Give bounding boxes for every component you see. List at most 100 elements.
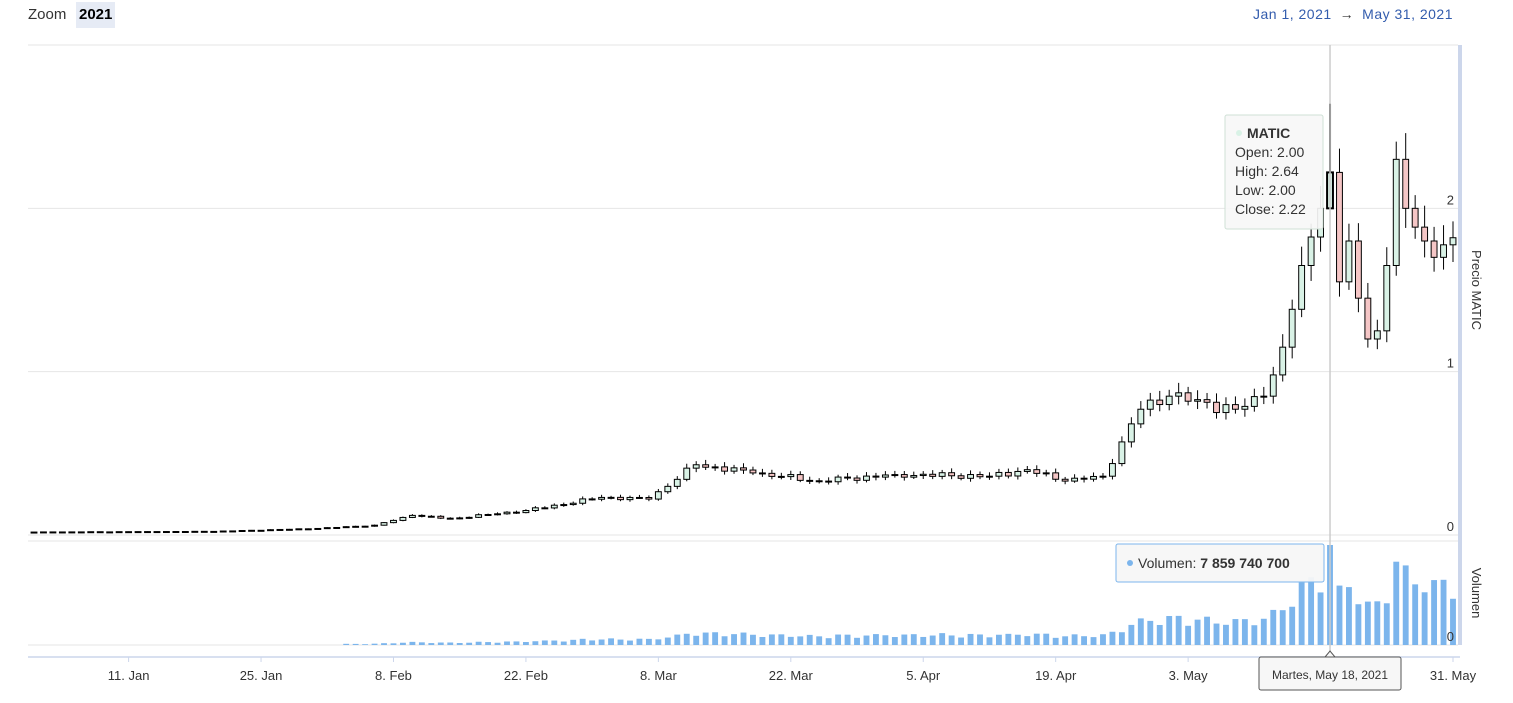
candle-body bbox=[1260, 395, 1268, 398]
candle-body bbox=[238, 529, 246, 532]
candle bbox=[1279, 334, 1287, 382]
price-tooltip: MATIC Open: 2.00 High: 2.64 Low: 2.00 Close:… bbox=[1224, 114, 1324, 230]
candle bbox=[995, 468, 1003, 480]
candle bbox=[1440, 225, 1447, 270]
candle bbox=[1250, 388, 1258, 412]
volume-bar bbox=[1185, 625, 1192, 645]
candle-body bbox=[371, 524, 378, 527]
candle-body bbox=[361, 525, 369, 528]
candle-body bbox=[219, 530, 227, 533]
volume-bar bbox=[1383, 603, 1390, 645]
candle-body bbox=[323, 527, 331, 530]
candle bbox=[692, 461, 700, 473]
candle-body bbox=[1023, 469, 1031, 472]
candle-body bbox=[957, 475, 965, 479]
candle-body bbox=[1383, 265, 1391, 332]
volume-bar bbox=[958, 637, 965, 645]
candle bbox=[1288, 299, 1296, 359]
volume-bar bbox=[352, 643, 359, 645]
volume-bar bbox=[598, 639, 605, 645]
candle bbox=[617, 494, 624, 502]
candle bbox=[1061, 476, 1069, 485]
candle-body bbox=[115, 531, 123, 534]
candle-body bbox=[153, 531, 161, 534]
tooltip-close: Close: 2.22 bbox=[1235, 201, 1306, 217]
candle-body bbox=[1033, 469, 1041, 474]
candle-body bbox=[976, 474, 984, 478]
volume-bar bbox=[400, 642, 406, 645]
volume-bar bbox=[1128, 624, 1135, 645]
range-arrow: → bbox=[1339, 6, 1355, 22]
tooltip-overlay: MATIC Open: 2.00 High: 2.64 Low: 2.00 Close:… bbox=[1115, 45, 1402, 691]
candle bbox=[948, 468, 956, 480]
candle bbox=[815, 478, 823, 484]
volume-bar bbox=[1374, 601, 1381, 645]
candle-body bbox=[560, 504, 568, 507]
volume-bar bbox=[920, 636, 927, 645]
candle-body bbox=[163, 531, 170, 534]
volume-bar bbox=[750, 634, 756, 645]
candle bbox=[1146, 392, 1154, 417]
candle-body bbox=[872, 475, 880, 478]
candle-body bbox=[815, 480, 823, 483]
candle bbox=[872, 472, 880, 481]
candle-body bbox=[1354, 240, 1362, 299]
volume-tooltip-value: 7 859 740 700 bbox=[1200, 555, 1290, 571]
candle-body bbox=[569, 502, 577, 506]
candle bbox=[522, 509, 530, 514]
series-marker bbox=[1236, 130, 1242, 136]
candle bbox=[929, 470, 937, 480]
volume-bar bbox=[1260, 618, 1267, 645]
candle-body bbox=[1440, 244, 1447, 258]
candle bbox=[711, 463, 719, 471]
candle bbox=[1364, 282, 1372, 348]
range-to-input[interactable]: May 31, 2021 bbox=[1362, 6, 1453, 22]
candle bbox=[1194, 390, 1202, 410]
price-tick-label: 2 bbox=[1447, 192, 1454, 207]
volume-bar bbox=[1194, 619, 1201, 645]
volume-bar bbox=[1232, 619, 1239, 645]
candle bbox=[163, 531, 170, 534]
volume-bar bbox=[541, 640, 548, 645]
candle bbox=[323, 527, 331, 530]
candle bbox=[191, 530, 199, 533]
scrollbar bbox=[1458, 45, 1462, 645]
volume-bar bbox=[891, 637, 898, 645]
candle-body bbox=[144, 531, 151, 534]
candle-body bbox=[390, 519, 397, 524]
zoom-2021-button[interactable]: 2021 bbox=[76, 2, 116, 28]
candle bbox=[588, 497, 596, 501]
candle-body bbox=[191, 530, 199, 533]
volume-bar bbox=[362, 644, 369, 645]
volume-bar bbox=[1118, 632, 1125, 645]
candle bbox=[1052, 468, 1060, 482]
volume-bar bbox=[1298, 582, 1305, 645]
range-from-input[interactable]: Jan 1, 2021 bbox=[1252, 6, 1332, 22]
candle bbox=[1336, 148, 1343, 297]
candle bbox=[285, 528, 293, 531]
volume-bar bbox=[664, 637, 671, 645]
candle-body bbox=[1364, 297, 1372, 340]
candle-body bbox=[1080, 477, 1088, 480]
candle-body bbox=[863, 475, 870, 481]
candle bbox=[834, 474, 842, 485]
volume-bar bbox=[806, 634, 813, 645]
candle-body bbox=[68, 531, 76, 534]
zoom-label: Zoom bbox=[28, 6, 67, 23]
volume-bar bbox=[1346, 587, 1352, 645]
candle-body bbox=[257, 529, 265, 532]
candle bbox=[1345, 223, 1353, 290]
candle bbox=[863, 472, 870, 483]
volume-bar bbox=[835, 634, 842, 645]
volume-bar bbox=[551, 640, 558, 645]
candle-body bbox=[1004, 471, 1012, 477]
volume-bar bbox=[513, 641, 520, 645]
volume-tooltip: Volumen: 7 859 740 700 bbox=[1115, 543, 1325, 583]
candle bbox=[1307, 223, 1315, 281]
candle-body bbox=[276, 528, 284, 531]
volume-bar bbox=[447, 642, 454, 645]
volume-bar bbox=[645, 638, 652, 645]
candle bbox=[1014, 467, 1022, 480]
candle bbox=[1184, 386, 1192, 406]
